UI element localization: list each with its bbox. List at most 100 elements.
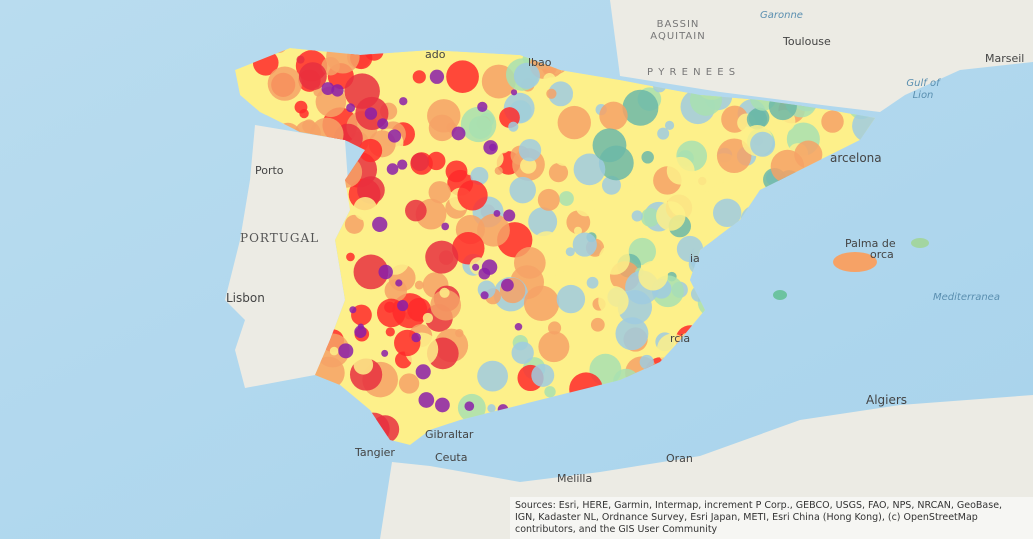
raster-patch <box>557 105 591 140</box>
raster-patch <box>411 332 421 343</box>
raster-patch <box>405 199 427 222</box>
raster-patch <box>664 120 675 130</box>
raster-patch <box>622 89 659 126</box>
raster-patch <box>852 109 875 143</box>
city-label: ado <box>425 48 446 61</box>
raster-patch <box>712 198 742 228</box>
raster-patch <box>412 70 426 84</box>
raster-patch <box>638 260 668 291</box>
raster-patch <box>631 210 643 222</box>
raster-patch <box>349 306 357 314</box>
raster-patch <box>397 299 409 312</box>
raster-patch <box>387 129 402 143</box>
raster-patch <box>480 291 489 300</box>
raster-patch <box>410 152 430 172</box>
raster-patch <box>750 131 776 157</box>
raster-patch <box>331 84 344 97</box>
portugal-land <box>225 125 350 388</box>
raster-patch <box>716 138 752 174</box>
raster-patch <box>509 176 536 204</box>
city-label: Tangier <box>354 446 395 459</box>
raster-patch <box>821 110 844 133</box>
raster-patch <box>481 259 498 275</box>
raster-patch <box>329 346 339 356</box>
raster-patch <box>483 140 498 155</box>
raster-patch <box>439 287 450 298</box>
city-label: Melilla <box>557 472 592 485</box>
raster-patch <box>422 312 434 324</box>
raster-patch <box>395 279 403 287</box>
raster-patch <box>537 188 560 211</box>
raster-patch <box>427 99 461 133</box>
sea-label: Gulf of <box>906 78 941 89</box>
raster-patch <box>531 363 555 387</box>
raster-patch <box>559 191 574 206</box>
raster-patch <box>477 360 508 392</box>
france-land <box>610 0 1033 112</box>
island <box>773 290 787 300</box>
raster-patch <box>435 397 450 413</box>
raster-patch <box>601 175 621 195</box>
raster-patch <box>428 181 451 204</box>
raster-patch <box>338 343 354 359</box>
raster-patch <box>794 140 823 169</box>
raster-patch <box>357 176 385 204</box>
raster-patch <box>599 101 628 131</box>
raster-patch <box>441 222 450 231</box>
raster-patch <box>321 82 335 95</box>
region-label: BASSIN <box>657 19 700 30</box>
raster-patch <box>386 163 399 175</box>
raster-patch <box>346 252 355 262</box>
raster-patch <box>477 213 510 247</box>
raster-patch <box>479 340 503 364</box>
raster-patch <box>298 62 327 91</box>
island <box>911 238 929 248</box>
raster-patch <box>598 243 630 275</box>
raster-patch <box>430 289 462 321</box>
raster-patch <box>746 109 768 130</box>
raster-patch <box>592 128 627 163</box>
city-label: Algiers <box>866 393 907 407</box>
raster-patch <box>548 321 562 335</box>
raster-patch <box>487 404 496 413</box>
city-label: Ceuta <box>435 451 467 464</box>
attribution: contributors, and the GIS User Community <box>515 524 718 535</box>
city-label: Gibraltar <box>425 428 474 441</box>
raster-patch <box>353 196 378 221</box>
raster-patch <box>346 103 356 113</box>
city-label: Lisbon <box>226 291 265 305</box>
raster-patch <box>695 162 725 192</box>
raster-patch <box>586 276 599 289</box>
raster-patch <box>452 232 485 265</box>
attribution: IGN, Kadaster NL, Ordnance Survey, Esri … <box>515 512 978 523</box>
raster-patch <box>639 354 654 370</box>
raster-patch <box>372 216 388 233</box>
raster-patch <box>657 127 670 140</box>
raster-patch <box>296 55 305 64</box>
raster-patch <box>520 157 537 174</box>
region-label: P Y R E N E E S <box>647 67 736 78</box>
raster-patch <box>575 196 596 217</box>
raster-patch <box>548 81 574 107</box>
raster-patch <box>523 285 560 321</box>
raster-patch <box>572 87 588 103</box>
raster-patch <box>460 106 497 143</box>
raster-patch <box>513 62 540 89</box>
raster-patch <box>399 97 408 106</box>
raster-patch <box>548 163 569 183</box>
raster-patch <box>445 160 468 183</box>
city-label: Porto <box>255 164 284 177</box>
city-label: Toulouse <box>782 35 831 48</box>
sea-label: Lion <box>913 90 934 101</box>
country-label: PORTUGAL <box>240 231 319 245</box>
raster-patch <box>590 317 605 332</box>
river-label: Garonne <box>760 10 803 21</box>
raster-patch <box>378 264 393 280</box>
raster-patch <box>543 73 556 86</box>
raster-patch <box>495 139 510 154</box>
raster-patch <box>508 121 519 132</box>
raster-patch <box>353 254 389 290</box>
raster-patch <box>494 166 503 175</box>
raster-patch <box>415 364 431 380</box>
